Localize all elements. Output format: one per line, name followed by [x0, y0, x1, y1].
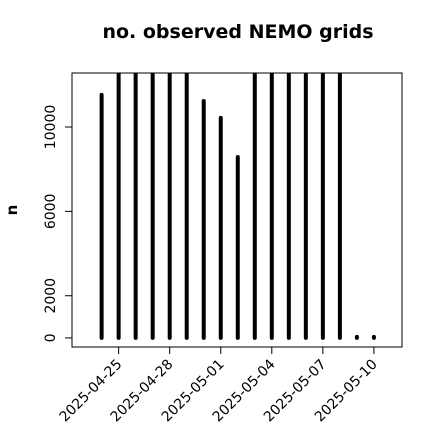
y-tick-label: 0: [43, 333, 59, 342]
y-axis-label: n: [3, 205, 21, 216]
chart-title: no. observed NEMO grids: [102, 21, 373, 43]
y-tick-label: 6000: [43, 194, 59, 230]
y-tick-label: 10000: [43, 105, 59, 150]
y-tick-label: 2000: [43, 278, 59, 314]
plot-frame: [71, 72, 403, 348]
